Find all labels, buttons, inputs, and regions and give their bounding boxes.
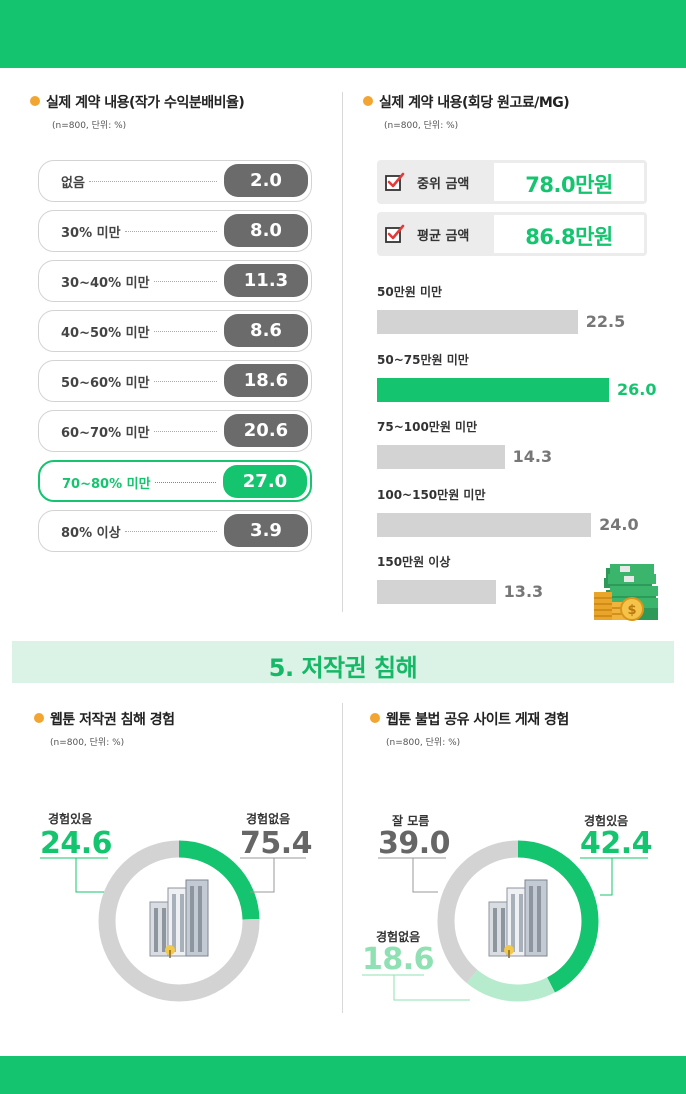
ratio-value-pill: 3.9 <box>224 514 308 547</box>
fee-category-label: 100~150만원 미만 <box>377 487 486 502</box>
section-banner: 5. 저작권 침해 <box>12 641 674 683</box>
ratio-value-pill: 8.0 <box>224 214 308 247</box>
bullet-dot <box>363 96 373 106</box>
ratio-row: 없음 2.0 <box>38 160 312 202</box>
donut-label: 잘 모름 <box>392 814 430 828</box>
dotted-leader <box>153 281 217 282</box>
ratio-row: 70~80% 미만 27.0 <box>38 460 312 502</box>
mean-label: 평균 금액 <box>417 229 470 244</box>
fee-bar <box>377 445 505 469</box>
donut-value: 18.6 <box>362 942 435 977</box>
dotted-leader <box>88 181 217 182</box>
donut-slice-unknown <box>437 840 599 1002</box>
dotted-leader <box>154 482 216 483</box>
ratio-value-pill: 8.6 <box>224 314 308 347</box>
leader-line <box>393 975 470 1001</box>
ratio-row: 50~60% 미만 18.6 <box>38 360 312 402</box>
money-stack-icon: $ <box>594 564 658 621</box>
ratio-row: 40~50% 미만 8.6 <box>38 310 312 352</box>
ratio-category-label: 40~50% 미만 <box>61 326 150 341</box>
ratio-category-label: 60~70% 미만 <box>61 426 150 441</box>
check-icon <box>385 224 405 243</box>
fee-bar <box>377 310 578 334</box>
donut-slices <box>437 840 599 1002</box>
bullet-dot <box>30 96 40 106</box>
mean-stat-box: 평균 금액 86.8만원 <box>377 212 647 256</box>
check-icon <box>385 172 405 191</box>
dotted-leader <box>124 531 217 532</box>
dotted-leader <box>124 231 217 232</box>
ratio-category-label: 80% 이상 <box>61 526 121 541</box>
ratio-value-pill: 20.6 <box>224 414 308 447</box>
ratio-category-label: 70~80% 미만 <box>62 477 151 492</box>
donut-value: 75.4 <box>240 826 313 861</box>
mean-value-box: 86.8만원 <box>494 215 644 253</box>
fee-bar-value: 13.3 <box>503 582 544 601</box>
fee-section-subtitle: (n=800, 단위: %) <box>384 121 459 131</box>
ratio-value-pill: 2.0 <box>224 164 308 197</box>
ratio-value-pill: 11.3 <box>224 264 308 297</box>
svg-text:$: $ <box>627 603 636 618</box>
ratio-value-pill: 18.6 <box>224 364 308 397</box>
donut-value: 24.6 <box>40 826 113 861</box>
ratio-row: 60~70% 미만 20.6 <box>38 410 312 452</box>
leader-line <box>600 858 613 896</box>
median-value-box: 78.0만원 <box>494 163 644 201</box>
median-value: 78.0만원 <box>525 173 613 197</box>
donut-value: 42.4 <box>580 826 653 861</box>
column-divider <box>342 92 343 612</box>
fee-section-title: 실제 계약 내용(회당 원고료/MG) <box>379 95 570 111</box>
fee-bar-value: 22.5 <box>585 312 626 331</box>
fee-category-label: 75~100만원 미만 <box>377 420 478 434</box>
fee-bar <box>377 512 592 537</box>
ratio-value-pill: 27.0 <box>223 465 307 498</box>
ratio-section-title: 실제 계약 내용(작가 수익분배비율) <box>46 95 245 111</box>
piracy-section-title: 웹툰 불법 공유 사이트 게재 경험 <box>386 712 569 728</box>
fee-bar <box>377 377 609 402</box>
bullet-dot <box>370 713 380 723</box>
ratio-section-subtitle: (n=800, 단위: %) <box>52 121 127 131</box>
donut-slice-no <box>437 840 599 1002</box>
ratio-row: 30% 미만 8.0 <box>38 210 312 252</box>
column-divider <box>342 703 343 1013</box>
fee-category-label: 150만원 이상 <box>377 555 451 569</box>
leader-line <box>250 858 275 893</box>
median-stat-box: 중위 금액 78.0만원 <box>377 160 647 204</box>
building-icon <box>149 879 209 958</box>
bullet-dot <box>34 713 44 723</box>
ratio-category-label: 30~40% 미만 <box>61 276 150 291</box>
donut-label: 경험없음 <box>246 812 291 826</box>
fee-bar <box>377 580 496 604</box>
infringement-section-subtitle: (n=800, 단위: %) <box>50 738 125 748</box>
donut-slices <box>98 840 260 1002</box>
building-icon <box>488 879 548 958</box>
ratio-row: 30~40% 미만 11.3 <box>38 260 312 302</box>
donut-label: 경험있음 <box>48 812 93 826</box>
dotted-leader <box>153 331 217 332</box>
mean-value: 86.8만원 <box>525 225 613 249</box>
section-banner-title: 5. 저작권 침해 <box>268 654 418 682</box>
ratio-category-label: 없음 <box>61 176 85 191</box>
ratio-category-label: 30% 미만 <box>61 226 121 241</box>
median-label: 중위 금액 <box>417 177 470 192</box>
dotted-leader <box>153 431 217 432</box>
piracy-section-subtitle: (n=800, 단위: %) <box>386 738 461 748</box>
donut-label: 경험있음 <box>584 814 629 828</box>
donut-value: 39.0 <box>378 826 451 861</box>
leader-line <box>75 858 104 893</box>
infringement-section-title: 웹툰 저작권 침해 경험 <box>50 712 175 728</box>
dotted-leader <box>153 381 217 382</box>
donut-slice-no <box>98 840 260 1002</box>
ratio-row: 80% 이상 3.9 <box>38 510 312 552</box>
fee-bar-value: 26.0 <box>617 379 657 399</box>
fee-bar-value: 14.3 <box>512 447 553 466</box>
fee-category-label: 50만원 미만 <box>377 285 443 299</box>
leader-line <box>412 858 438 893</box>
fee-category-label: 50~75만원 미만 <box>377 352 469 367</box>
fee-bar-value: 24.0 <box>599 514 639 534</box>
donut-label: 경험없음 <box>376 930 421 944</box>
ratio-category-label: 50~60% 미만 <box>61 376 150 391</box>
